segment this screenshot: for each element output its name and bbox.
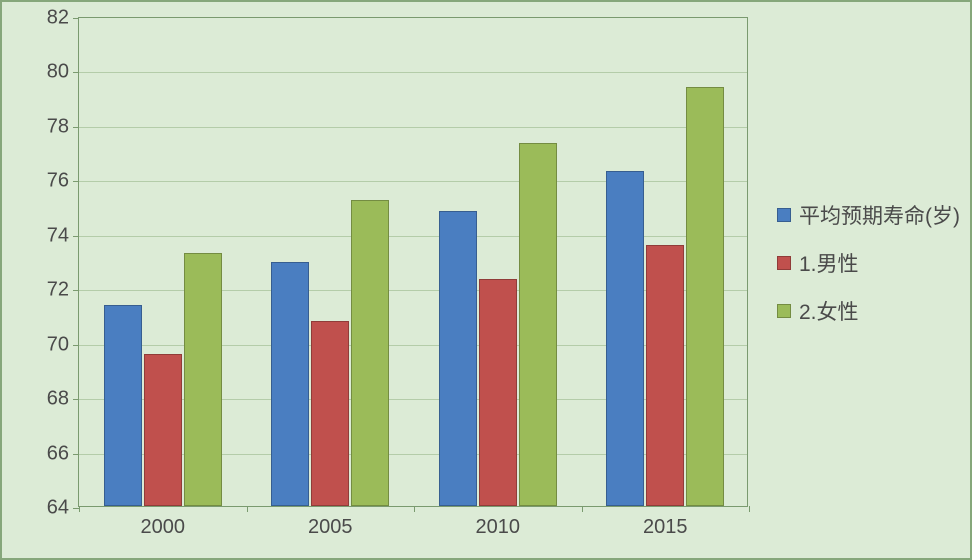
y-tick-label: 68 (47, 388, 79, 411)
bar (606, 171, 644, 506)
legend-label: 平均预期寿命(岁) (799, 200, 960, 230)
x-tick-mark (749, 506, 750, 512)
legend-label: 2.女性 (799, 296, 859, 326)
y-tick-label: 76 (47, 170, 79, 193)
gridline (79, 181, 747, 182)
x-tick-mark (247, 506, 248, 512)
legend-label: 1.男性 (799, 248, 859, 278)
y-tick-label: 72 (47, 279, 79, 302)
gridline (79, 127, 747, 128)
bar (144, 354, 182, 506)
bar (311, 321, 349, 506)
bar (104, 305, 142, 506)
y-tick-label: 80 (47, 61, 79, 84)
legend-swatch (777, 256, 791, 270)
x-tick-label: 2005 (308, 506, 353, 539)
bar (351, 200, 389, 506)
legend-swatch (777, 304, 791, 318)
x-tick-label: 2000 (141, 506, 186, 539)
y-tick-label: 78 (47, 115, 79, 138)
x-tick-label: 2015 (643, 506, 688, 539)
bar (439, 211, 477, 506)
legend-swatch (777, 208, 791, 222)
bar (686, 87, 724, 506)
bar (646, 245, 684, 506)
plot-area: 646668707274767880822000200520102015 (78, 17, 748, 507)
gridline (79, 236, 747, 237)
legend: 平均预期寿命(岁) 1.男性 2.女性 (777, 200, 960, 344)
y-tick-label: 70 (47, 333, 79, 356)
x-tick-mark (582, 506, 583, 512)
x-tick-label: 2010 (476, 506, 521, 539)
x-tick-mark (414, 506, 415, 512)
x-tick-mark (79, 506, 80, 512)
chart-frame: 646668707274767880822000200520102015 平均预… (0, 0, 972, 560)
legend-item: 1.男性 (777, 248, 960, 278)
bar (479, 279, 517, 506)
y-tick-label: 74 (47, 224, 79, 247)
bar (519, 143, 557, 506)
gridline (79, 72, 747, 73)
bar (184, 253, 222, 506)
legend-item: 平均预期寿命(岁) (777, 200, 960, 230)
bar (271, 262, 309, 506)
legend-item: 2.女性 (777, 296, 960, 326)
y-tick-label: 82 (47, 7, 79, 30)
y-tick-label: 64 (47, 497, 79, 520)
y-tick-label: 66 (47, 442, 79, 465)
